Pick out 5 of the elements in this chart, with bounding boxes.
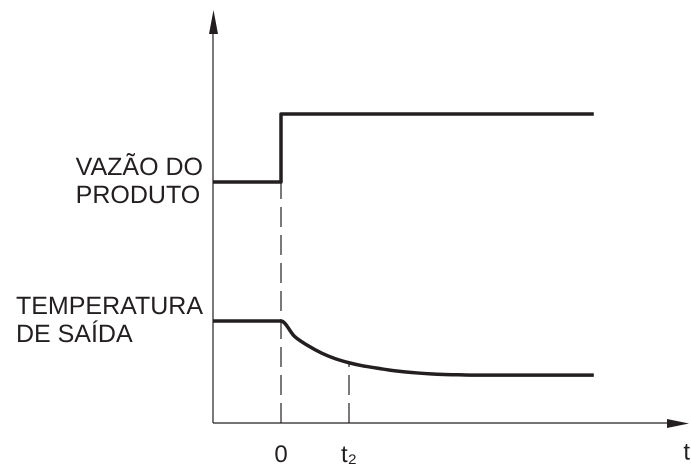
series-label: VAZÃO DO PRODUTO — [76, 152, 204, 209]
series-label: TEMPERATURA DE SAÍDA — [16, 292, 204, 348]
x-tick-label: t₂ — [341, 441, 357, 468]
x-axis-title: t — [683, 438, 690, 466]
x-tick-label: 0 — [274, 441, 288, 468]
